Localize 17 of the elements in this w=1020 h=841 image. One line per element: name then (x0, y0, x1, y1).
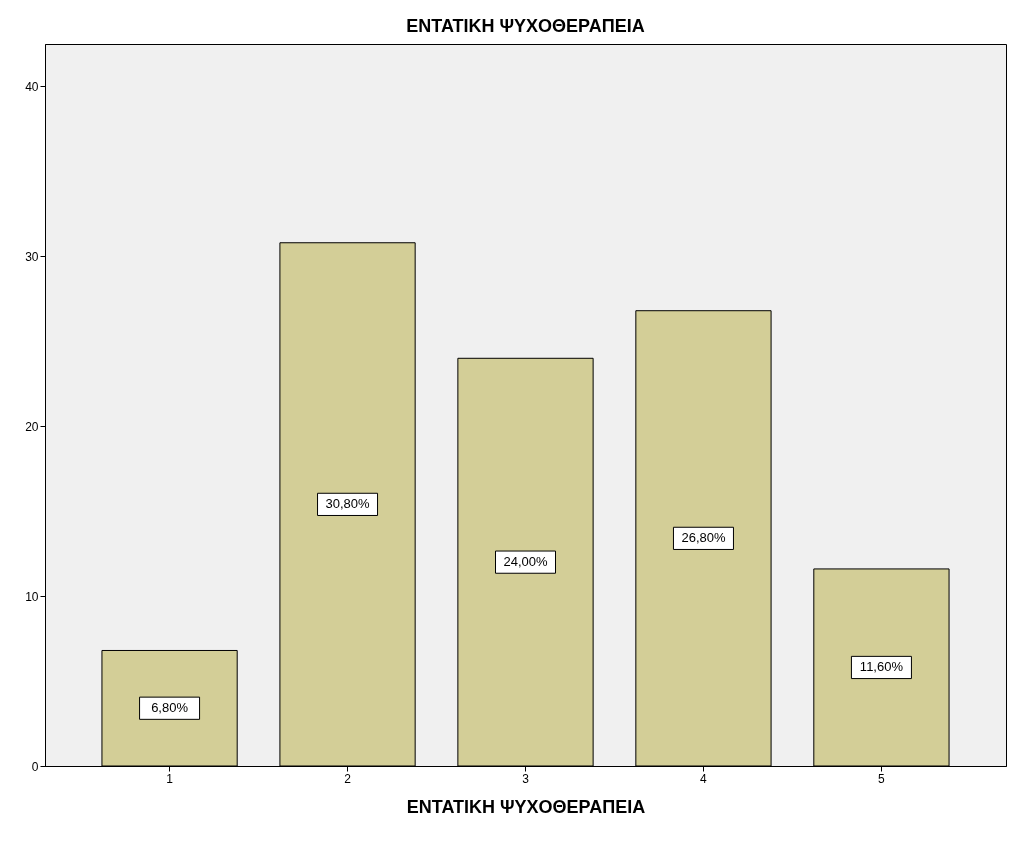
x-axis-title: ΕΝΤΑΤΙΚΗ ΨΥΧΟΘΕΡΑΠΕΙΑ (406, 796, 646, 817)
x-tick-label: 1 (166, 771, 174, 786)
data-label: 24,00% (503, 554, 548, 570)
x-tick-label: 4 (700, 771, 708, 786)
y-tick-label: 0 (31, 759, 39, 774)
chart-title: ΕΝΤΑΤΙΚΗ ΨΥΧΟΘΕΡΑΠΕΙΑ (406, 16, 645, 36)
y-tick-label: 40 (25, 79, 39, 94)
data-label: 6,80% (151, 700, 189, 716)
y-tick-label: 20 (25, 419, 39, 434)
y-tick-label: 30 (25, 249, 39, 264)
y-tick-label: 10 (25, 589, 39, 604)
x-tick-label: 5 (878, 771, 886, 786)
data-label: 26,80% (681, 530, 726, 546)
x-tick-label: 3 (522, 771, 530, 786)
data-label: 11,60% (859, 659, 904, 675)
x-tick-label: 2 (344, 771, 352, 786)
data-label: 30,80% (325, 496, 371, 512)
